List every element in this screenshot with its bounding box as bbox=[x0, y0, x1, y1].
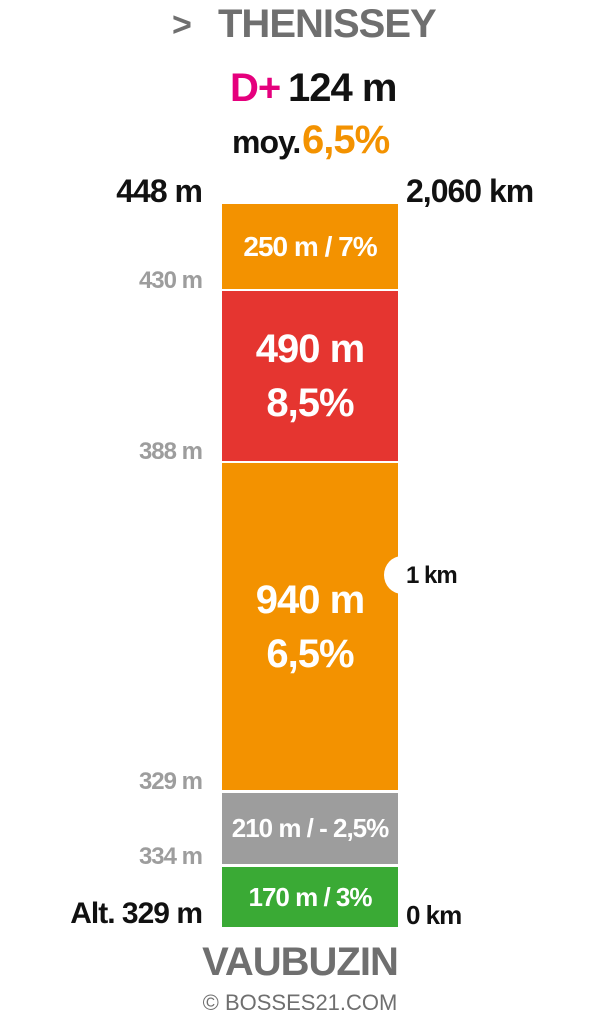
top-altitude: 448 m bbox=[116, 173, 203, 209]
copyright: © BOSSES21.COM bbox=[202, 990, 398, 1015]
top-distance: 2,060 km bbox=[406, 173, 534, 209]
segment-label: 490 m bbox=[255, 327, 365, 371]
altitude-label: 430 m bbox=[138, 267, 203, 294]
km-label: 1 km bbox=[406, 562, 458, 589]
segment-label: 8,5% bbox=[266, 381, 354, 425]
segment-label: 170 m / 3% bbox=[248, 881, 373, 912]
segment-label: 6,5% bbox=[266, 631, 354, 676]
segment: 250 m / 7% bbox=[222, 204, 398, 289]
segment-label: 250 m / 7% bbox=[243, 230, 377, 262]
arrow: > bbox=[172, 6, 192, 44]
segment-label: 940 m bbox=[255, 577, 365, 622]
km-marker bbox=[384, 556, 420, 594]
destination: THENISSEY bbox=[218, 2, 437, 46]
start-altitude: Alt. 329 m bbox=[70, 897, 203, 930]
segment-label: 210 m / - 2,5% bbox=[231, 813, 390, 843]
average-value: 6,5% bbox=[302, 118, 390, 162]
segment: 490 m 8,5% bbox=[222, 291, 398, 461]
start-distance: 0 km bbox=[406, 900, 462, 930]
altitude-label: 388 m bbox=[138, 438, 203, 465]
dplus-label: D+ bbox=[230, 66, 281, 110]
dplus-value: 124 m bbox=[288, 66, 397, 110]
segment: 170 m / 3% bbox=[222, 867, 398, 927]
average-label: moy. bbox=[232, 124, 301, 160]
altitude-label: 329 m bbox=[138, 768, 203, 795]
segment: 210 m / - 2,5% bbox=[222, 793, 398, 864]
altitude-label: 334 m bbox=[138, 843, 203, 870]
start-name: VAUBUZIN bbox=[202, 940, 399, 984]
segment: 940 m 6,5% bbox=[222, 463, 398, 790]
